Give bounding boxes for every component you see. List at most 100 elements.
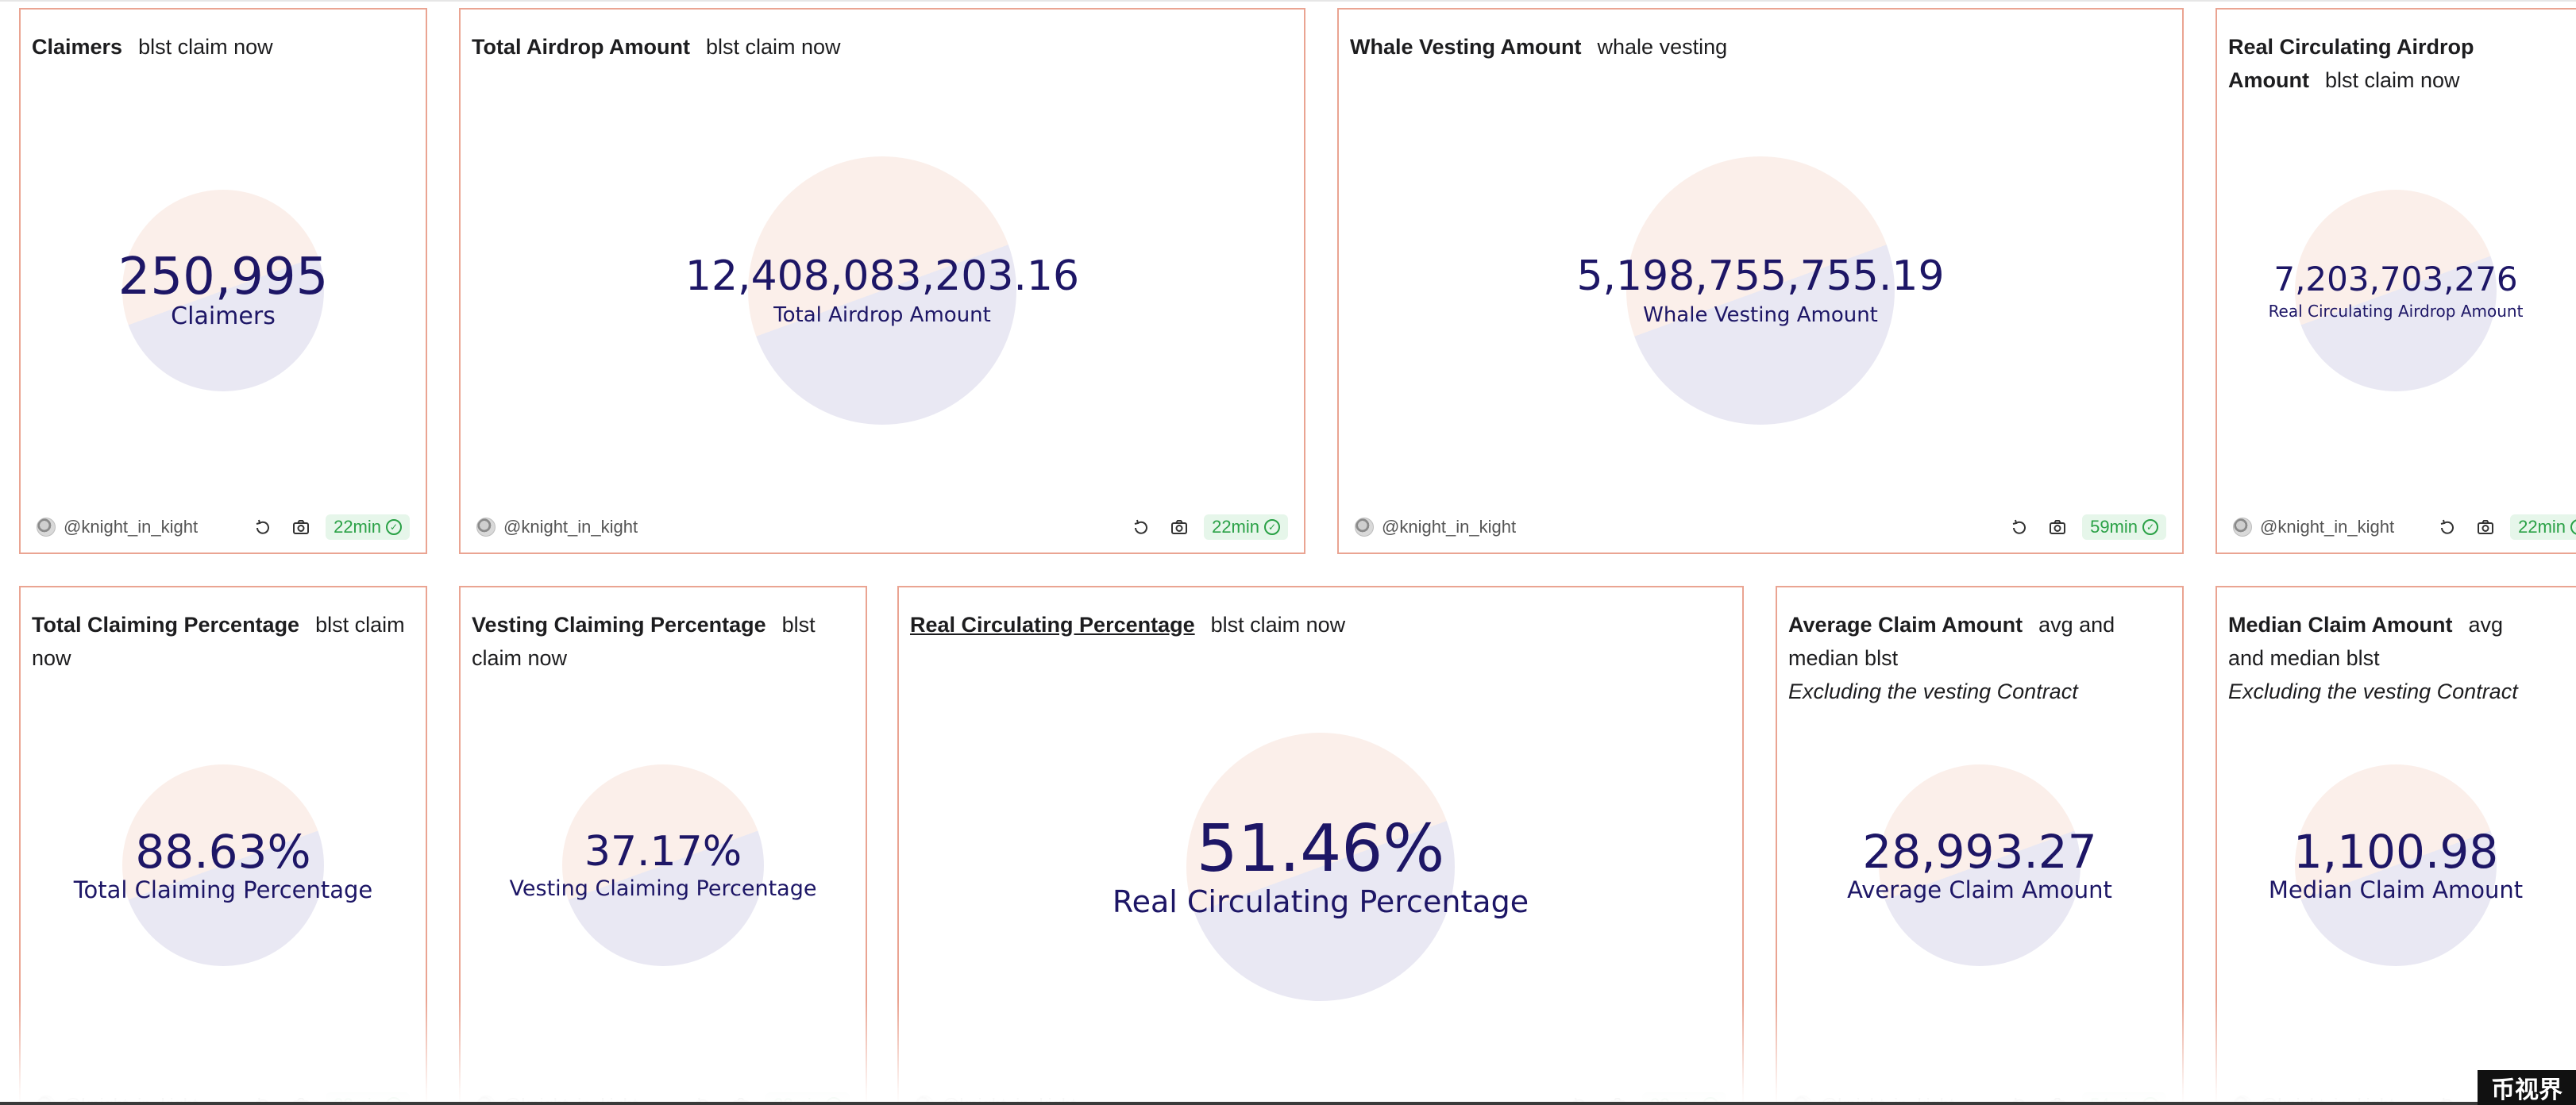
- freshness-badge[interactable]: 22min✓: [2510, 514, 2576, 540]
- counter-card-total-claiming-pct: Total Claiming Percentage blst claim now …: [19, 586, 427, 1105]
- counter-value: 12,408,083,203.16: [684, 252, 1080, 300]
- counter-bubble: [2295, 764, 2497, 966]
- author-name: @knight_in_kight: [64, 517, 199, 537]
- freshness-text: 22min: [334, 517, 381, 537]
- card-subtitle: whale vesting: [1597, 35, 1728, 59]
- camera-icon[interactable]: [2474, 515, 2497, 539]
- card-subtitle: avg and median blst: [1788, 613, 2115, 670]
- card-title[interactable]: Claimers: [32, 35, 123, 59]
- counter-label: Total Claiming Percentage: [73, 876, 373, 903]
- card-header: Average Claim Amount avg and median blst …: [1788, 608, 2139, 708]
- card-header: Whale Vesting Amount whale vesting: [1350, 30, 2171, 64]
- camera-icon[interactable]: [1167, 515, 1191, 539]
- counter-value: 1,100.98: [2293, 825, 2499, 879]
- counter-bubble: [562, 764, 764, 966]
- card-header: Vesting Claiming Percentage blst claim no…: [472, 608, 823, 675]
- card-title[interactable]: Vesting Claiming Percentage: [472, 613, 766, 637]
- card-subtitle: blst claim now: [138, 35, 273, 59]
- counter-bubble: [1186, 733, 1455, 1001]
- card-subtitle: blst claim now: [472, 613, 816, 670]
- freshness-text: 22min: [2518, 517, 2566, 537]
- refresh-icon[interactable]: [2007, 515, 2031, 539]
- card-title[interactable]: Whale Vesting Amount: [1350, 35, 1582, 59]
- card-title[interactable]: Total Airdrop Amount: [472, 35, 690, 59]
- counter-text: 5,198,755,755.19 Whale Vesting Amount: [1576, 252, 1944, 329]
- check-circle-icon: ✓: [2142, 519, 2158, 535]
- counter-value: 250,995: [118, 248, 329, 306]
- counter-text: 250,995 Claimers: [118, 251, 329, 330]
- card-subtitle: avg and median blst: [2228, 613, 2504, 670]
- camera-icon[interactable]: [2046, 515, 2069, 539]
- refresh-icon[interactable]: [1129, 515, 1153, 539]
- author-link[interactable]: @knight_in_kight: [1355, 517, 1516, 537]
- card-header: Median Claim Amount avg and median blst E…: [2228, 608, 2532, 708]
- counter-card-vesting-claiming-pct: Vesting Claiming Percentage blst claim no…: [459, 586, 867, 1105]
- bottom-edge: [0, 1102, 2576, 1105]
- card-header: Real Circulating Percentage blst claim no…: [910, 608, 1731, 641]
- counter-bubble: [122, 764, 324, 966]
- counter-value: 88.63%: [135, 825, 311, 879]
- card-title[interactable]: Real Circulating Airdrop Amount: [2228, 35, 2474, 92]
- counter-card-average-claim: Average Claim Amount avg and median blst …: [1776, 586, 2184, 1105]
- counter-value: 5,198,755,755.19: [1576, 252, 1945, 300]
- counter-bubble: [2295, 190, 2497, 391]
- freshness-badge[interactable]: 22min✓: [326, 514, 410, 540]
- counter-bubble: [748, 156, 1016, 425]
- author-link[interactable]: @knight_in_kight: [476, 517, 638, 537]
- card-footer: @knight_in_kight 59min ✓: [1355, 511, 2166, 543]
- freshness-badge[interactable]: 59min ✓: [2082, 514, 2166, 540]
- card-header: Total Claiming Percentage blst claim now: [32, 608, 415, 675]
- card-description: Excluding the vesting Contract: [1788, 680, 2078, 703]
- author-name: @knight_in_kight: [503, 517, 638, 537]
- counter-text: 12,408,083,203.16 Total Airdrop Amount: [685, 252, 1079, 329]
- card-footer: @knight_in_kight 22min✓: [476, 511, 1288, 543]
- counter-bubble: [122, 190, 324, 391]
- avatar: [2233, 518, 2252, 537]
- refresh-icon[interactable]: [251, 515, 275, 539]
- author-link[interactable]: @knight_in_kight: [37, 517, 198, 537]
- counter-label: Total Airdrop Amount: [773, 303, 991, 327]
- card-subtitle: blst claim now: [2324, 68, 2460, 92]
- card-header: Total Airdrop Amount blst claim now: [472, 30, 1293, 64]
- card-title[interactable]: Median Claim Amount: [2228, 613, 2453, 637]
- counter-text: 28,993.27 Average Claim Amount: [1847, 827, 2112, 903]
- counter-label: Real Circulating Airdrop Amount: [2268, 302, 2524, 321]
- top-divider: [0, 0, 2576, 2]
- card-title[interactable]: Real Circulating Percentage: [910, 613, 1195, 637]
- counter-card-whale-vesting: Whale Vesting Amount whale vesting 5,198,…: [1337, 8, 2184, 554]
- camera-icon[interactable]: [289, 515, 313, 539]
- card-subtitle: blst claim now: [705, 35, 841, 59]
- counter-text: 1,100.98 Median Claim Amount: [2269, 827, 2523, 903]
- author-name: @knight_in_kight: [2260, 517, 2395, 537]
- card-footer: @knight_in_kight 22min✓: [37, 511, 410, 543]
- counter-label: Claimers: [171, 302, 276, 330]
- counter-area: 7,203,703,276 Real Circulating Airdrop A…: [2217, 148, 2574, 433]
- counter-value: 7,203,703,276: [2273, 260, 2518, 298]
- counter-value: 37.17%: [584, 828, 742, 876]
- counter-card-real-circulating-airdrop: Real Circulating Airdrop Amount blst clai…: [2215, 8, 2576, 554]
- freshness-text: 59min: [2090, 517, 2138, 537]
- card-subtitle: blst claim now: [32, 613, 405, 670]
- counter-area: 5,198,755,755.19 Whale Vesting Amount: [1339, 148, 2182, 433]
- counter-card-real-circulating-pct: Real Circulating Percentage blst claim no…: [897, 586, 1744, 1105]
- counter-card-total-airdrop: Total Airdrop Amount blst claim now 12,40…: [459, 8, 1305, 554]
- card-header: Real Circulating Airdrop Amount blst clai…: [2228, 30, 2563, 97]
- avatar: [37, 518, 56, 537]
- card-description: Excluding the vesting Contract: [2228, 680, 2518, 703]
- card-header: Claimers blst claim now: [32, 30, 415, 64]
- author-link[interactable]: @knight_in_kight: [2233, 517, 2394, 537]
- counter-area: 28,993.27 Average Claim Amount: [1777, 722, 2182, 1008]
- avatar: [476, 518, 496, 537]
- counter-card-median-claim: Median Claim Amount avg and median blst E…: [2215, 586, 2576, 1105]
- refresh-icon[interactable]: [2435, 515, 2459, 539]
- check-circle-icon: ✓: [1264, 519, 1280, 535]
- counter-area: 12,408,083,203.16 Total Airdrop Amount: [461, 148, 1304, 433]
- card-title[interactable]: Average Claim Amount: [1788, 613, 2023, 637]
- freshness-badge[interactable]: 22min✓: [1204, 514, 1288, 540]
- counter-label: Vesting Claiming Percentage: [509, 876, 817, 901]
- card-title[interactable]: Total Claiming Percentage: [32, 613, 300, 637]
- card-footer: @knight_in_kight 22min✓: [2233, 511, 2576, 543]
- counter-area: 250,995 Claimers: [21, 148, 426, 433]
- check-circle-icon: ✓: [2570, 519, 2576, 535]
